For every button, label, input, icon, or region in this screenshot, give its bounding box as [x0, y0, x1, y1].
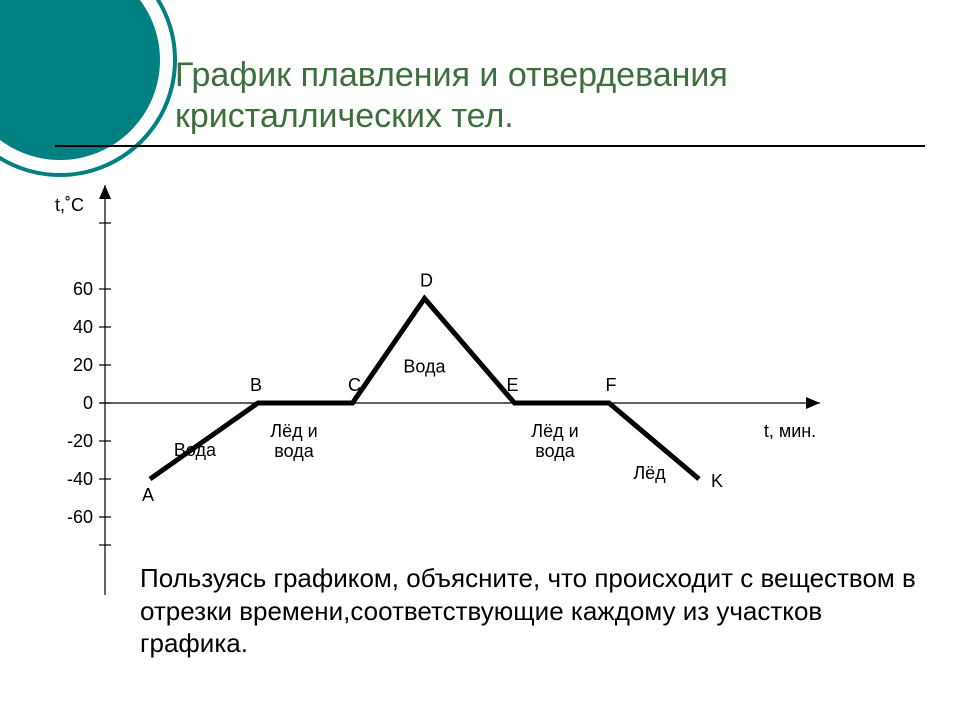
chart-svg: 60 40 20 0 -20 -40 -60 t,˚C t, мин. A B C D E F K Вода Лё…	[45, 175, 925, 605]
y-tick-label: 0	[83, 393, 93, 413]
segment-label-3: вода	[535, 441, 575, 461]
y-axis-label: t,˚C	[55, 195, 84, 215]
point-label-B: B	[250, 375, 262, 395]
phase-chart: 60 40 20 0 -20 -40 -60 t,˚C t, мин. A B C D E F K Вода Лё…	[45, 175, 925, 610]
x-axis-label: t, мин.	[764, 421, 816, 441]
slide-title: График плавления и отвердевания кристалл…	[175, 55, 915, 137]
segment-label-4: Лёд	[633, 463, 666, 483]
segment-label-1: Лёд и	[270, 421, 317, 441]
segment-label-1: вода	[274, 441, 314, 461]
ornament-svg	[0, 0, 190, 190]
segment-label-3: Лёд и	[531, 421, 578, 441]
slide-root: График плавления и отвердевания кристалл…	[0, 0, 960, 720]
y-tick-label: -60	[67, 507, 93, 527]
title-line-2: кристаллических тел.	[175, 97, 514, 135]
point-label-D: D	[420, 271, 433, 291]
caption-text: Пользуясь графиком, объясните, что проис…	[140, 562, 930, 660]
y-tick-label: 40	[73, 317, 93, 337]
y-tick-label: -40	[67, 469, 93, 489]
title-underline	[55, 145, 925, 147]
point-label-E: E	[506, 375, 518, 395]
point-label-C: C	[348, 375, 361, 395]
y-tick-label: -20	[67, 431, 93, 451]
segment-label-2: Вода	[403, 357, 446, 377]
title-block: График плавления и отвердевания кристалл…	[175, 55, 915, 147]
segment-label-0: Вода	[174, 440, 217, 460]
point-label-F: F	[606, 375, 617, 395]
y-tick-label: 60	[73, 279, 93, 299]
graph-line	[150, 299, 699, 480]
y-tick-label: 20	[73, 355, 93, 375]
title-line-1: График плавления и отвердевания	[175, 56, 728, 94]
point-label-K: K	[711, 471, 723, 491]
ornament	[0, 0, 190, 195]
point-label-A: A	[142, 485, 154, 505]
